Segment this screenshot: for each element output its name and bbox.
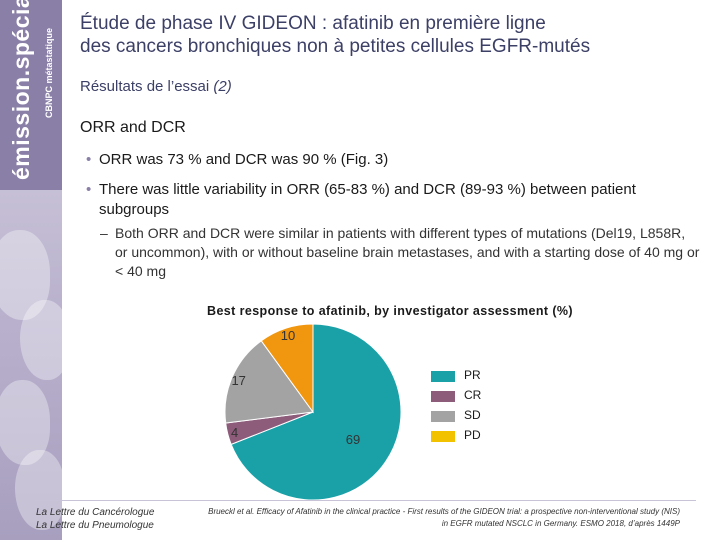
leaf-decoration <box>20 300 62 380</box>
dash-icon: – <box>100 225 108 241</box>
pie-slice-pd <box>260 323 314 414</box>
page-subtitle: Résultats de l’essai (2) <box>80 78 232 95</box>
footer-divider <box>36 500 696 501</box>
footer-reference: Brueckl et al. Efficacy of Afatinib in t… <box>200 506 680 530</box>
pie-label-cr: 4 <box>231 425 238 440</box>
page-title: Étude de phase IV GIDEON : afatinib en p… <box>80 12 700 58</box>
bullet-dot-icon: • <box>86 181 92 198</box>
subtitle-number: (2) <box>213 78 232 95</box>
leaf-decoration <box>0 230 50 320</box>
sidebar-header-block <box>0 0 62 190</box>
legend-label: SD <box>464 408 481 422</box>
legend-label: PD <box>464 428 481 442</box>
bullet-text: ORR was 73 % and DCR was 90 % (Fig. 3) <box>99 151 389 168</box>
leaf-decoration <box>15 450 62 530</box>
sub-bullet-text: Both ORR and DCR were similar in patient… <box>115 225 700 279</box>
legend-swatch <box>431 371 455 382</box>
legend-swatch <box>431 411 455 422</box>
subtitle-text: Résultats de l’essai <box>80 78 214 95</box>
bullet-dot-icon: • <box>86 151 92 168</box>
pie-slice-sd <box>224 340 314 424</box>
legend-swatch <box>431 431 455 442</box>
pie-label-pr: 69 <box>346 432 360 447</box>
bullet-item: • ORR was 73 % and DCR was 90 % (Fig. 3) <box>86 150 686 170</box>
footer-journal-1: La Lettre du Cancérologue <box>36 507 155 518</box>
bullet-item: • There was little variability in ORR (6… <box>86 180 696 220</box>
pie-label-pd: 10 <box>281 328 295 343</box>
legend-label: CR <box>464 388 482 402</box>
footer-reference-line-1: Brueckl et al. Efficacy of Afatinib in t… <box>208 507 680 516</box>
footer-publication: La Lettre du Cancérologue La Lettre du P… <box>36 506 154 532</box>
pie-label-sd: 17 <box>231 373 245 388</box>
bullet-text: There was little variability in ORR (65-… <box>99 181 636 218</box>
footer-journal-2: La Lettre du Pneumologue <box>36 520 154 531</box>
legend-swatch <box>431 391 455 402</box>
leaf-decoration <box>0 380 50 465</box>
title-line-2: des cancers bronchiques non à petites ce… <box>80 36 591 57</box>
pie-slice-pr <box>230 323 402 501</box>
chart-title: Best response to afatinib, by investigat… <box>207 304 573 318</box>
sub-bullet-item: – Both ORR and DCR were similar in patie… <box>100 224 700 281</box>
section-heading: ORR and DCR <box>80 119 186 136</box>
legend-label: PR <box>464 368 481 382</box>
title-line-1: Étude de phase IV GIDEON : afatinib en p… <box>80 13 546 34</box>
footer-reference-line-2: in EGFR mutated NSCLC in Germany. ESMO 2… <box>441 519 680 528</box>
sidebar-banner: émission.spéciale CBNPC métastatique <box>0 0 62 540</box>
